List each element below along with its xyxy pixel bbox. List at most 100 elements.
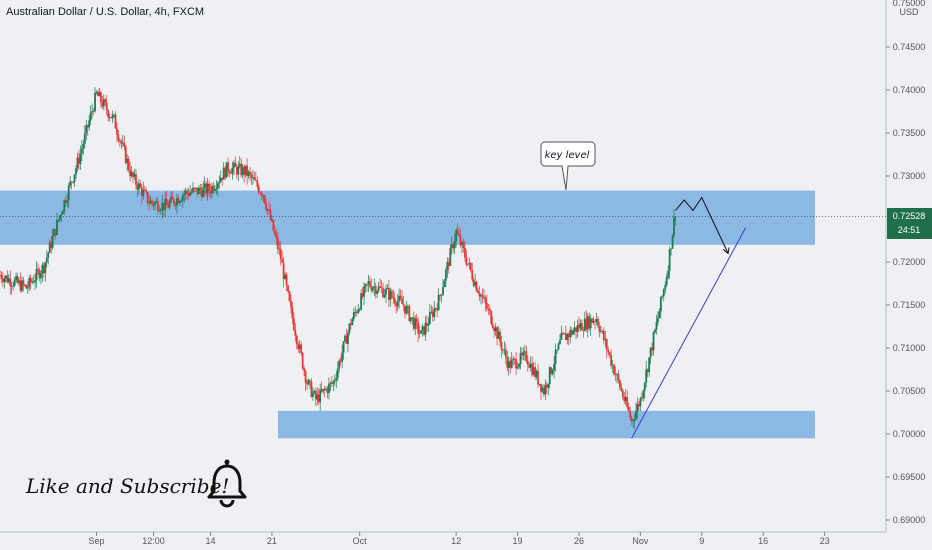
candle-body xyxy=(591,318,594,323)
candle-body xyxy=(73,174,76,182)
candle-body xyxy=(257,186,260,193)
candle-body xyxy=(563,333,566,335)
candle-body xyxy=(551,370,554,374)
candle-body xyxy=(311,392,314,397)
candle-body xyxy=(316,394,319,400)
candle-body xyxy=(484,297,487,303)
candle-body xyxy=(420,330,422,334)
candle-body xyxy=(162,202,165,210)
candle-body xyxy=(95,91,98,93)
candle-body xyxy=(545,384,548,388)
candle-body xyxy=(178,201,181,204)
candle-body xyxy=(135,173,137,185)
candle-body xyxy=(10,285,13,287)
candle-body xyxy=(528,364,531,368)
callout-text: key level xyxy=(545,150,590,161)
candle-body xyxy=(69,181,72,186)
candle-body xyxy=(37,268,39,271)
candle-body xyxy=(18,280,20,283)
candle-body xyxy=(466,263,469,265)
candle-body xyxy=(143,189,146,191)
candle-body xyxy=(352,312,355,320)
candle-body xyxy=(294,329,297,336)
candle-body xyxy=(379,286,382,288)
candle-body xyxy=(478,293,481,297)
candle-body xyxy=(651,347,653,351)
candle-body xyxy=(22,280,25,285)
candle-body xyxy=(566,333,569,340)
candle-body xyxy=(323,388,326,390)
candle-body xyxy=(345,335,348,344)
candle-body xyxy=(652,332,655,351)
candle-body xyxy=(526,360,529,365)
candle-body xyxy=(601,330,604,332)
candle-body xyxy=(427,324,430,326)
candle-body xyxy=(578,325,580,329)
candle-body xyxy=(164,198,167,210)
candle-body xyxy=(338,360,341,369)
candle-body xyxy=(306,382,308,385)
candle-body xyxy=(142,189,145,196)
candle-body xyxy=(155,201,158,203)
candle-body xyxy=(488,308,491,312)
candle-body xyxy=(576,325,579,332)
candle-body xyxy=(110,117,113,119)
candle-body xyxy=(13,279,16,286)
candle-body xyxy=(211,185,213,194)
candlestick-series xyxy=(0,87,677,429)
candle-body xyxy=(310,381,313,397)
candle-body xyxy=(380,287,383,289)
candle-body xyxy=(418,333,421,335)
candle-body xyxy=(348,323,351,333)
candle-body xyxy=(9,278,12,287)
candle-body xyxy=(519,352,522,365)
candle-body xyxy=(668,249,671,271)
candle-body xyxy=(497,331,500,339)
candle-body xyxy=(254,179,257,181)
candle-body xyxy=(34,280,36,283)
candle-body xyxy=(168,202,171,208)
candle-body xyxy=(78,157,80,165)
candle-body xyxy=(137,183,140,190)
candle-body xyxy=(176,198,178,206)
candle-body xyxy=(513,358,516,360)
candle-body xyxy=(542,387,545,395)
candle-body xyxy=(623,397,626,402)
candle-body xyxy=(455,230,458,241)
candle-body xyxy=(604,339,607,341)
y-tick-label: 0.71500 xyxy=(893,300,926,310)
candle-body xyxy=(559,339,561,344)
candle-body xyxy=(407,306,409,307)
candle-body xyxy=(393,298,396,304)
candle-body xyxy=(402,303,405,306)
candle-body xyxy=(564,333,567,340)
candle-body xyxy=(414,318,417,329)
candle-body xyxy=(636,404,639,412)
candle-body xyxy=(117,134,120,141)
candle-body xyxy=(314,390,317,400)
candle-body xyxy=(620,387,623,391)
candle-body xyxy=(607,349,610,353)
candle-body xyxy=(80,148,83,154)
candle-body xyxy=(42,264,45,274)
candle-body xyxy=(349,323,352,326)
candle-body xyxy=(88,120,91,128)
candle-body xyxy=(610,355,613,366)
candle-body xyxy=(28,277,31,288)
candle-body xyxy=(335,377,338,381)
candle-body xyxy=(111,114,114,119)
candle-body xyxy=(184,190,187,194)
candle-body xyxy=(253,177,256,180)
candle-body xyxy=(583,318,586,331)
candle-body xyxy=(351,319,354,326)
candle-body xyxy=(586,316,589,330)
candle-body xyxy=(411,317,414,319)
candle-body xyxy=(127,158,130,170)
candle-body xyxy=(0,275,3,280)
candle-body xyxy=(617,374,620,381)
candle-body xyxy=(554,349,557,364)
candle-body xyxy=(70,181,73,183)
projection-arrowhead xyxy=(722,247,730,255)
candle-body xyxy=(196,187,199,195)
